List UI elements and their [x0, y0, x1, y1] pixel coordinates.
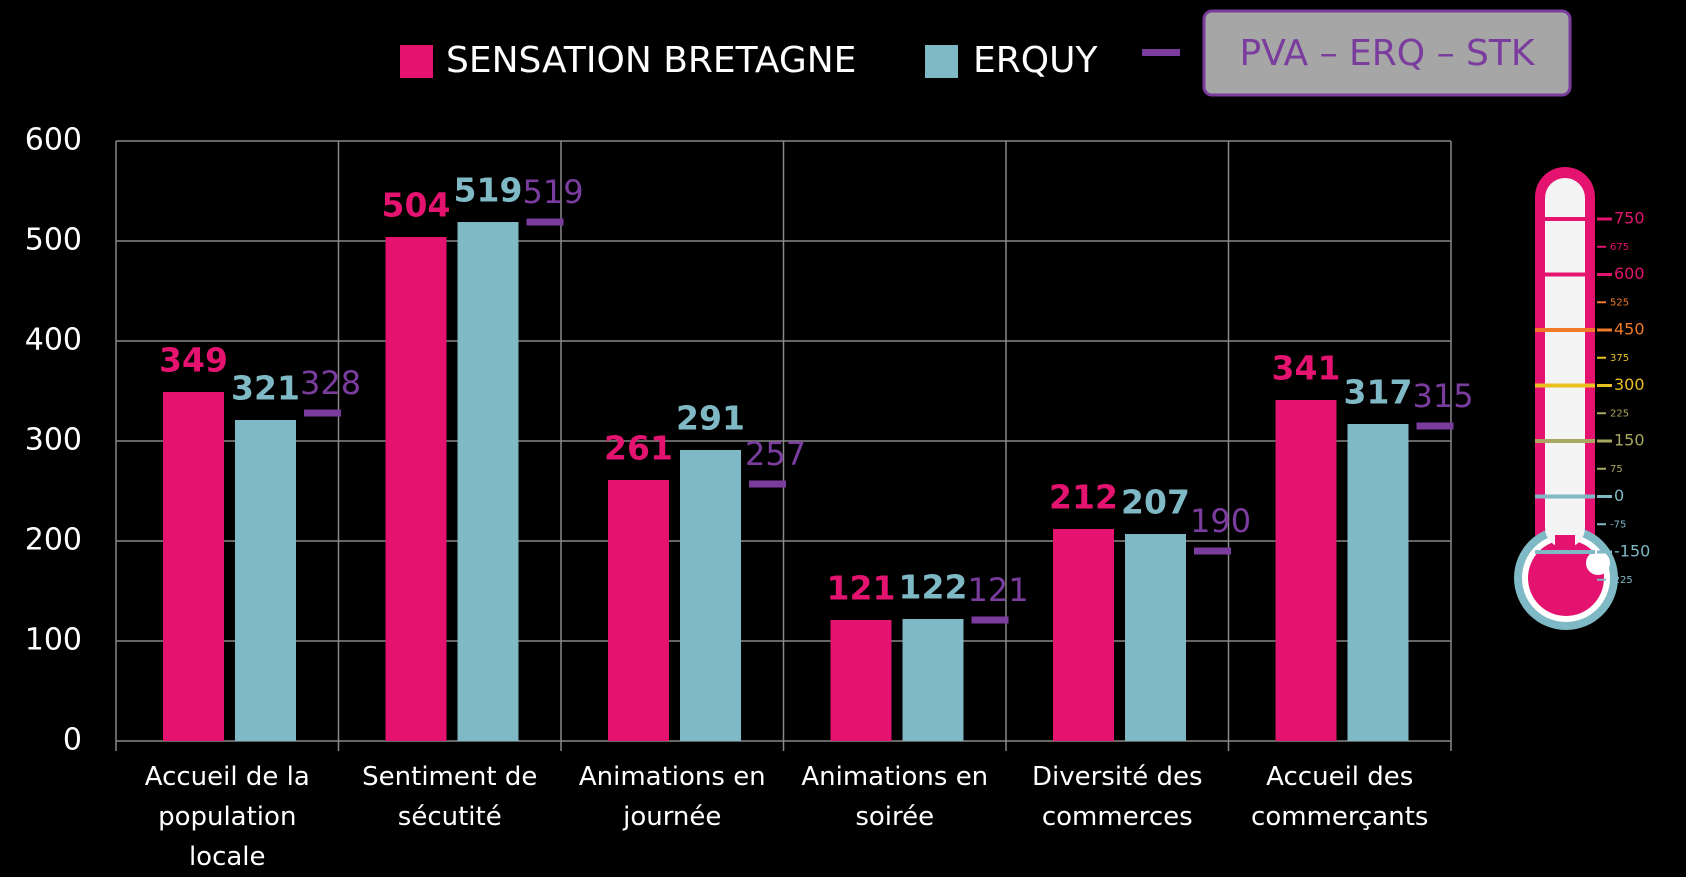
- thermo-label: 150: [1614, 431, 1645, 450]
- bar: [608, 480, 669, 741]
- y-tick-label: 500: [25, 223, 82, 258]
- x-tick-label: Animations en journée: [565, 757, 780, 837]
- thermo-label: 600: [1614, 264, 1645, 283]
- value-label: 328: [300, 364, 361, 402]
- bar: [386, 237, 447, 741]
- value-label: 519: [454, 171, 523, 210]
- y-tick-label: 100: [25, 623, 82, 658]
- marker-dash: [749, 481, 786, 488]
- value-label: 519: [523, 173, 584, 211]
- marker-dash: [1194, 548, 1231, 555]
- value-label: 321: [231, 369, 300, 408]
- value-label: 190: [1190, 502, 1251, 540]
- marker-dash: [304, 410, 341, 417]
- value-label: 257: [745, 435, 806, 473]
- thermo-label: -225: [1610, 575, 1633, 586]
- bar: [1053, 529, 1114, 741]
- legend-label: ERQUY: [973, 40, 1098, 81]
- thermo-tick: [1535, 439, 1595, 443]
- value-label: 349: [159, 341, 228, 380]
- x-tick-label: Accueil de la population locale: [120, 757, 335, 877]
- y-tick-label: 400: [25, 323, 82, 358]
- thermo-tick: [1535, 217, 1595, 221]
- thermo-label: 0: [1614, 486, 1624, 505]
- x-tick-label: Accueil des commerçants: [1232, 757, 1447, 837]
- x-tick-label: Diversité des commerces: [1010, 757, 1225, 837]
- y-tick-label: 300: [25, 423, 82, 458]
- marker-dash: [527, 219, 564, 226]
- thermo-label: 675: [1610, 242, 1629, 253]
- thermo-label: 375: [1610, 353, 1629, 364]
- bar: [831, 620, 892, 741]
- y-tick-label: 600: [25, 123, 82, 158]
- thermo-tick: [1535, 495, 1595, 499]
- value-label: 315: [1413, 377, 1474, 415]
- x-tick-label: Animations en soirée: [787, 757, 1002, 837]
- thermo-label: 450: [1614, 320, 1645, 339]
- bar: [235, 420, 296, 741]
- bar: [1125, 534, 1186, 741]
- value-label: 341: [1272, 349, 1341, 388]
- legend-marker: [400, 45, 433, 78]
- thermo-tick: [1535, 384, 1595, 388]
- legend-label: PVA – ERQ – STK: [1240, 33, 1536, 74]
- value-label: 122: [899, 568, 968, 607]
- thermo-tick: [1535, 328, 1595, 332]
- marker-dash: [1417, 423, 1454, 430]
- y-tick-label: 200: [25, 523, 82, 558]
- value-label: 317: [1344, 373, 1413, 412]
- bar: [458, 222, 519, 741]
- bar: [1348, 424, 1409, 741]
- thermo-tick: [1535, 550, 1595, 554]
- value-label: 261: [604, 429, 673, 468]
- chart: 0 100 200 300 400 500 600 SENSATION BRETAGNE ERQ…: [0, 0, 1686, 869]
- value-label: 291: [676, 399, 745, 438]
- thermo-label: 300: [1614, 375, 1645, 394]
- x-tick-label: Sentiment de sécutité: [342, 757, 557, 837]
- legend-marker: [1142, 49, 1180, 56]
- thermo-label: -150: [1614, 542, 1650, 561]
- y-tick-label: 0: [63, 723, 82, 758]
- marker-dash: [972, 617, 1009, 624]
- value-label: 207: [1121, 483, 1190, 522]
- page: 0 100 200 300 400 500 600 SENSATION BRETAGNE ERQ…: [0, 0, 1686, 869]
- bar: [680, 450, 741, 741]
- thermo-shine: [1586, 551, 1610, 575]
- legend-label: SENSATION BRETAGNE: [446, 40, 856, 81]
- thermo-label: 75: [1610, 464, 1623, 475]
- bar: [1276, 400, 1337, 741]
- thermo-label: 225: [1610, 408, 1629, 419]
- value-label: 212: [1049, 478, 1118, 517]
- thermo-label: -75: [1610, 519, 1626, 530]
- thermo-label: 525: [1610, 297, 1629, 308]
- thermo-mercury: [1555, 535, 1575, 575]
- thermo-label: 750: [1614, 209, 1645, 228]
- bar: [163, 392, 224, 741]
- legend-marker: [925, 45, 958, 78]
- thermo-tick: [1535, 273, 1595, 277]
- value-label: 504: [382, 186, 451, 225]
- thermo-glass: [1545, 178, 1585, 548]
- bar: [903, 619, 964, 741]
- value-label: 121: [968, 571, 1029, 609]
- value-label: 121: [827, 569, 896, 608]
